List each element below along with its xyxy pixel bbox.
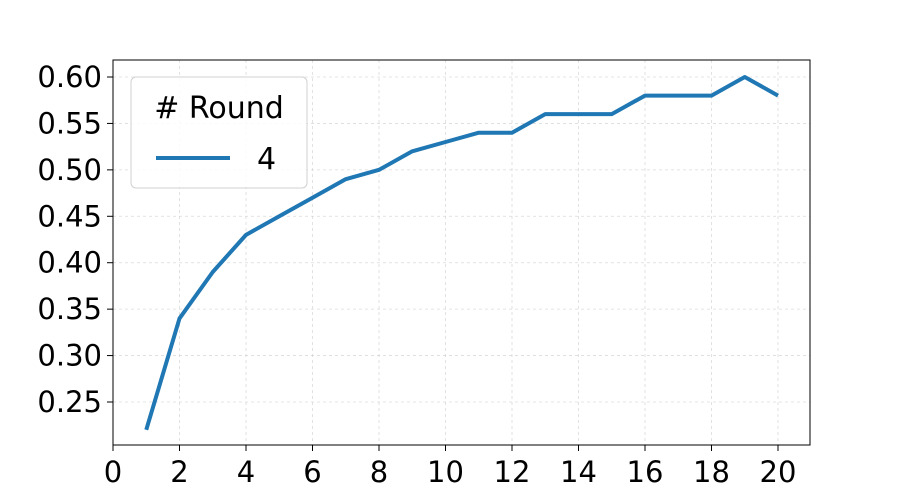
data-point — [444, 140, 448, 144]
data-point — [676, 94, 680, 98]
x-tick-label: 20 — [760, 455, 797, 489]
x-tick-label: 18 — [693, 455, 730, 489]
x-tick-label: 0 — [104, 455, 122, 489]
data-point — [344, 177, 348, 181]
data-point — [577, 112, 581, 116]
x-tick-label: 6 — [303, 455, 321, 489]
data-point — [543, 112, 547, 116]
data-point — [211, 270, 215, 274]
legend-series-label: 4 — [257, 142, 276, 177]
data-point — [277, 214, 281, 218]
y-tick-label: 0.55 — [37, 106, 102, 140]
x-tick-label: 10 — [427, 455, 464, 489]
x-tick-label: 2 — [170, 455, 188, 489]
x-tick-label: 16 — [627, 455, 664, 489]
y-tick-label: 0.45 — [37, 199, 102, 233]
plot-frame — [112, 59, 811, 446]
series-layer — [144, 75, 780, 432]
data-point — [311, 196, 315, 200]
y-tick-label: 0.50 — [37, 153, 102, 187]
y-tick-label: 0.35 — [37, 292, 102, 326]
data-point — [144, 428, 148, 432]
data-point — [743, 75, 747, 79]
legend: # Round 4 — [130, 76, 308, 189]
data-point — [178, 316, 182, 320]
ticks: 0 2 4 6 8 10 12 14 16 18 20 0.25 0.30 0.35 0.40 0.45 0.5… — [37, 60, 796, 489]
y-tick-label: 0.30 — [37, 339, 102, 373]
data-point — [776, 94, 780, 98]
y-tick-label: 0.60 — [37, 60, 102, 94]
data-point — [377, 168, 381, 172]
legend-box — [130, 76, 308, 189]
x-tick-label: 8 — [370, 455, 388, 489]
data-point — [643, 94, 647, 98]
x-tick-label: 4 — [237, 455, 255, 489]
data-point — [710, 94, 714, 98]
x-tick-label: 12 — [494, 455, 531, 489]
legend-title: # Round — [154, 91, 284, 126]
y-tick-label: 0.40 — [37, 246, 102, 280]
data-point — [610, 112, 614, 116]
data-point — [477, 131, 481, 135]
series-line-0 — [144, 75, 779, 431]
data-point — [244, 233, 248, 237]
data-point — [410, 149, 414, 153]
data-point — [510, 131, 514, 135]
x-tick-label: 14 — [560, 455, 597, 489]
y-tick-label: 0.25 — [37, 385, 102, 419]
grid — [112, 60, 810, 445]
